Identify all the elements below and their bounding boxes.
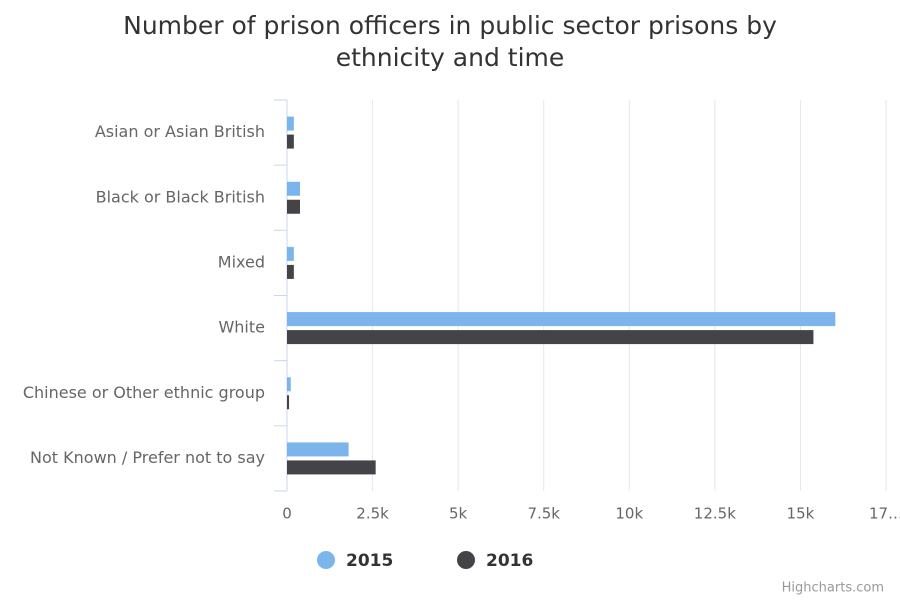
bar [287,116,294,131]
x-tick-label: 10k [615,505,643,523]
bar [287,199,301,214]
chart-title: Number of prison officers in public sect… [123,11,777,72]
bar [287,330,814,345]
y-tick-label: Chinese or Other ethnic group [23,383,265,402]
bar [287,395,290,410]
x-tick-label: 17… [869,505,900,523]
bar [287,442,349,457]
legend-label: 2016 [486,551,533,571]
x-tick-label: 15k [787,505,815,523]
bar [287,460,376,475]
bar [287,312,836,327]
x-tick-label: 0 [282,505,292,523]
legend-marker [457,551,475,569]
bar [287,246,294,261]
x-tick-label: 12.5k [694,505,736,523]
bar [287,264,294,279]
legend-marker [317,551,335,569]
bar [287,181,301,196]
y-tick-label: White [218,318,265,337]
bar [287,377,291,392]
y-tick-label: Asian or Asian British [95,122,265,141]
bar [287,134,294,149]
credits: Highcharts.com [782,581,884,596]
y-tick-label: Black or Black British [96,187,265,206]
y-tick-label: Not Known / Prefer not to say [30,448,265,467]
legend-label: 2015 [346,551,393,571]
x-tick-label: 5k [449,505,468,523]
y-tick-label: Mixed [218,252,265,271]
x-tick-label: 7.5k [527,505,560,523]
x-tick-label: 2.5k [356,505,389,523]
